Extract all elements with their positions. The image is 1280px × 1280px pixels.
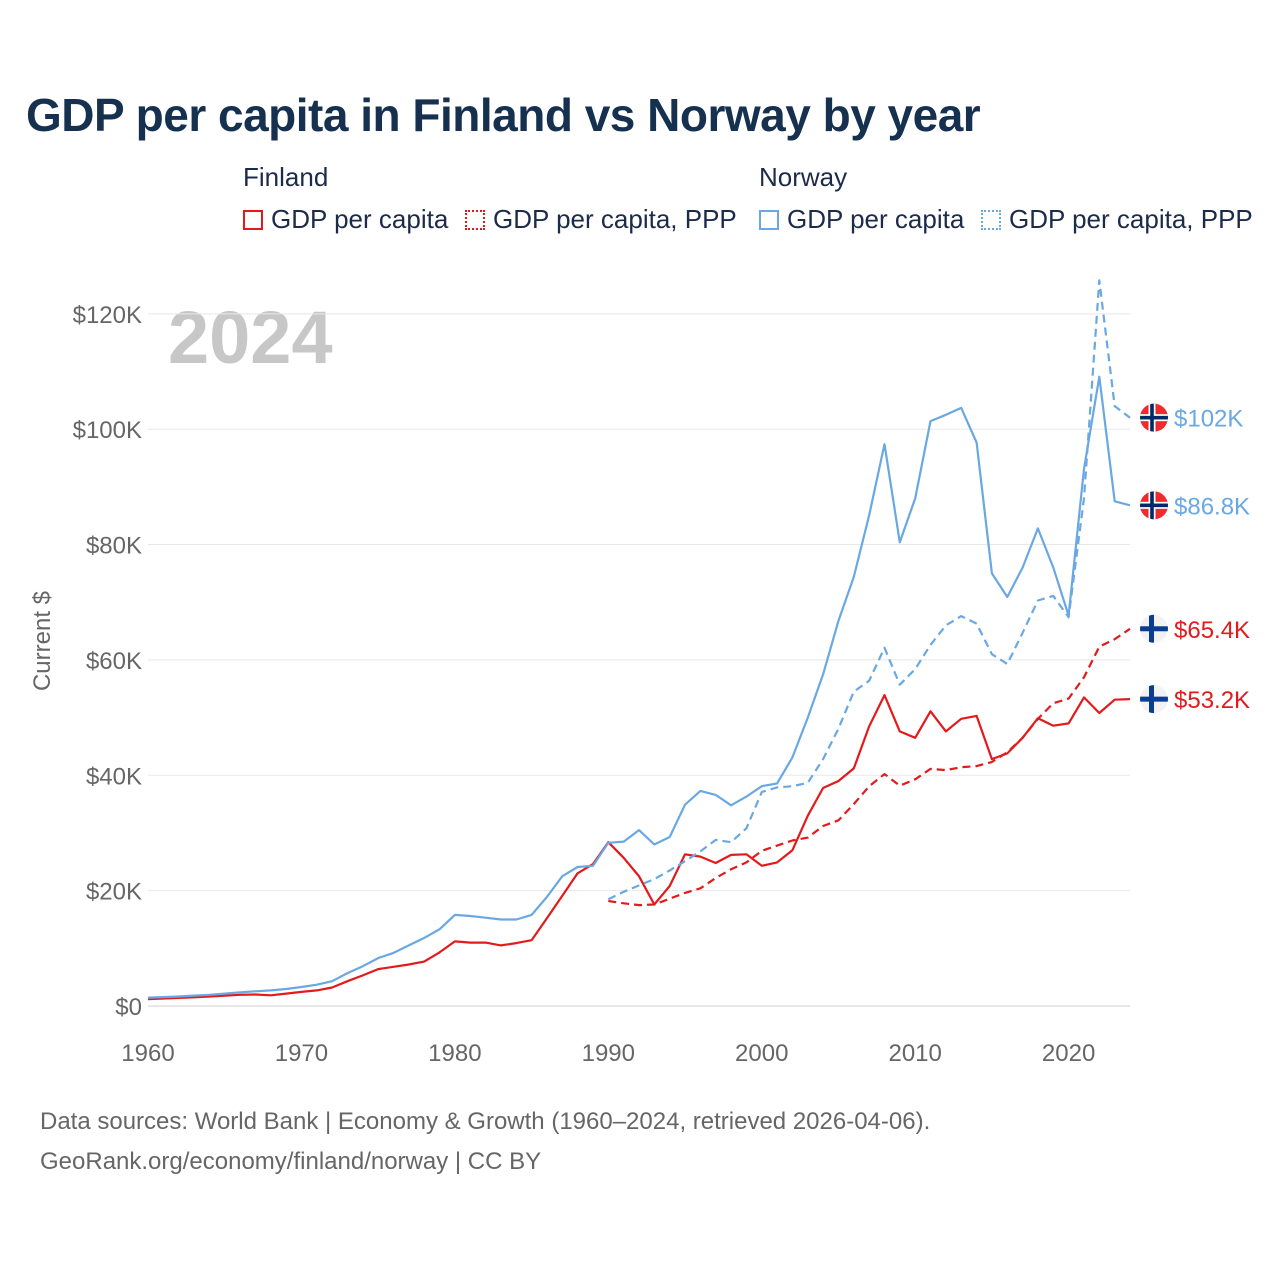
legend-item-norway-gdp-ppp[interactable]: GDP per capita, PPP <box>981 204 1253 235</box>
y-tick-label: $20K <box>86 879 142 906</box>
x-tick-label: 1990 <box>582 1040 635 1067</box>
flag-marker-finland <box>1140 614 1168 643</box>
end-value-label: $86.8K <box>1174 493 1250 520</box>
legend-group-norway: Norway <box>759 162 848 192</box>
legend-item-finland-gdp[interactable]: GDP per capita <box>243 204 448 235</box>
legend-group-finland: Finland <box>243 162 329 192</box>
footer-sources: Data sources: World Bank | Economy & Gro… <box>40 1108 931 1135</box>
line-chart: 2024 $0$20K$40K$60K$80K$100K$120K 1960 19… <box>73 279 1250 1067</box>
y-tick-label: $120K <box>73 302 142 329</box>
y-tick-label: $100K <box>73 417 142 444</box>
legend-item-finland-gdp-ppp[interactable]: GDP per capita, PPP <box>465 204 737 235</box>
x-tick-label: 2000 <box>735 1040 788 1067</box>
y-tick-label: $40K <box>86 763 142 790</box>
year-watermark: 2024 <box>168 296 333 379</box>
legend-swatch-norway-gdp <box>759 209 779 230</box>
x-tick-label: 1980 <box>428 1040 481 1067</box>
chart-title: GDP per capita in Finland vs Norway by y… <box>26 89 981 141</box>
legend-swatch-finland-gdp <box>243 209 263 230</box>
series-end-labels: $53.2K $65.4K $86.8K $102K <box>1140 403 1250 714</box>
x-tick-label: 1960 <box>121 1040 174 1067</box>
x-tick-label: 1970 <box>275 1040 328 1067</box>
x-tick-label: 2020 <box>1042 1040 1095 1067</box>
gridlines <box>148 313 1130 1007</box>
flag-marker-norway <box>1140 403 1168 432</box>
legend-label-norway-gdp: GDP per capita <box>787 204 965 234</box>
series-line-norway-gdp-per-capita-ppp <box>607 279 1131 901</box>
legend-label-norway-gdp-ppp: GDP per capita, PPP <box>1009 204 1253 234</box>
series-lines <box>147 279 1131 1001</box>
end-value-label: $102K <box>1174 406 1243 433</box>
legend-label-finland-gdp: GDP per capita <box>271 204 449 234</box>
footer-credit: GeoRank.org/economy/finland/norway | CC … <box>40 1148 542 1175</box>
legend-swatch-finland-gdp-ppp <box>465 209 485 230</box>
series-line-norway-gdp-per-capita <box>147 375 1131 999</box>
end-value-label: $65.4K <box>1174 617 1250 644</box>
flag-marker-norway <box>1140 491 1168 520</box>
end-value-label: $53.2K <box>1174 687 1250 714</box>
legend-swatch-norway-gdp-ppp <box>981 209 1001 230</box>
legend-item-norway-gdp[interactable]: GDP per capita <box>759 204 964 235</box>
x-tick-label: 2010 <box>888 1040 941 1067</box>
y-axis-ticks: $0 $20K $40K $60K $80K $100K $120K <box>73 302 142 1021</box>
flag-marker-finland <box>1140 685 1168 714</box>
y-tick-label: $0 <box>115 994 142 1021</box>
x-axis-ticks: 1960 1970 1980 1990 2000 2010 2020 <box>121 1040 1095 1067</box>
y-tick-label: $80K <box>86 533 142 560</box>
legend-label-finland-gdp-ppp: GDP per capita, PPP <box>493 204 737 234</box>
series-line-finland-gdp-per-capita-ppp <box>608 627 1131 907</box>
series-line-finland-gdp-per-capita <box>147 693 1131 1001</box>
y-tick-label: $60K <box>86 648 142 675</box>
